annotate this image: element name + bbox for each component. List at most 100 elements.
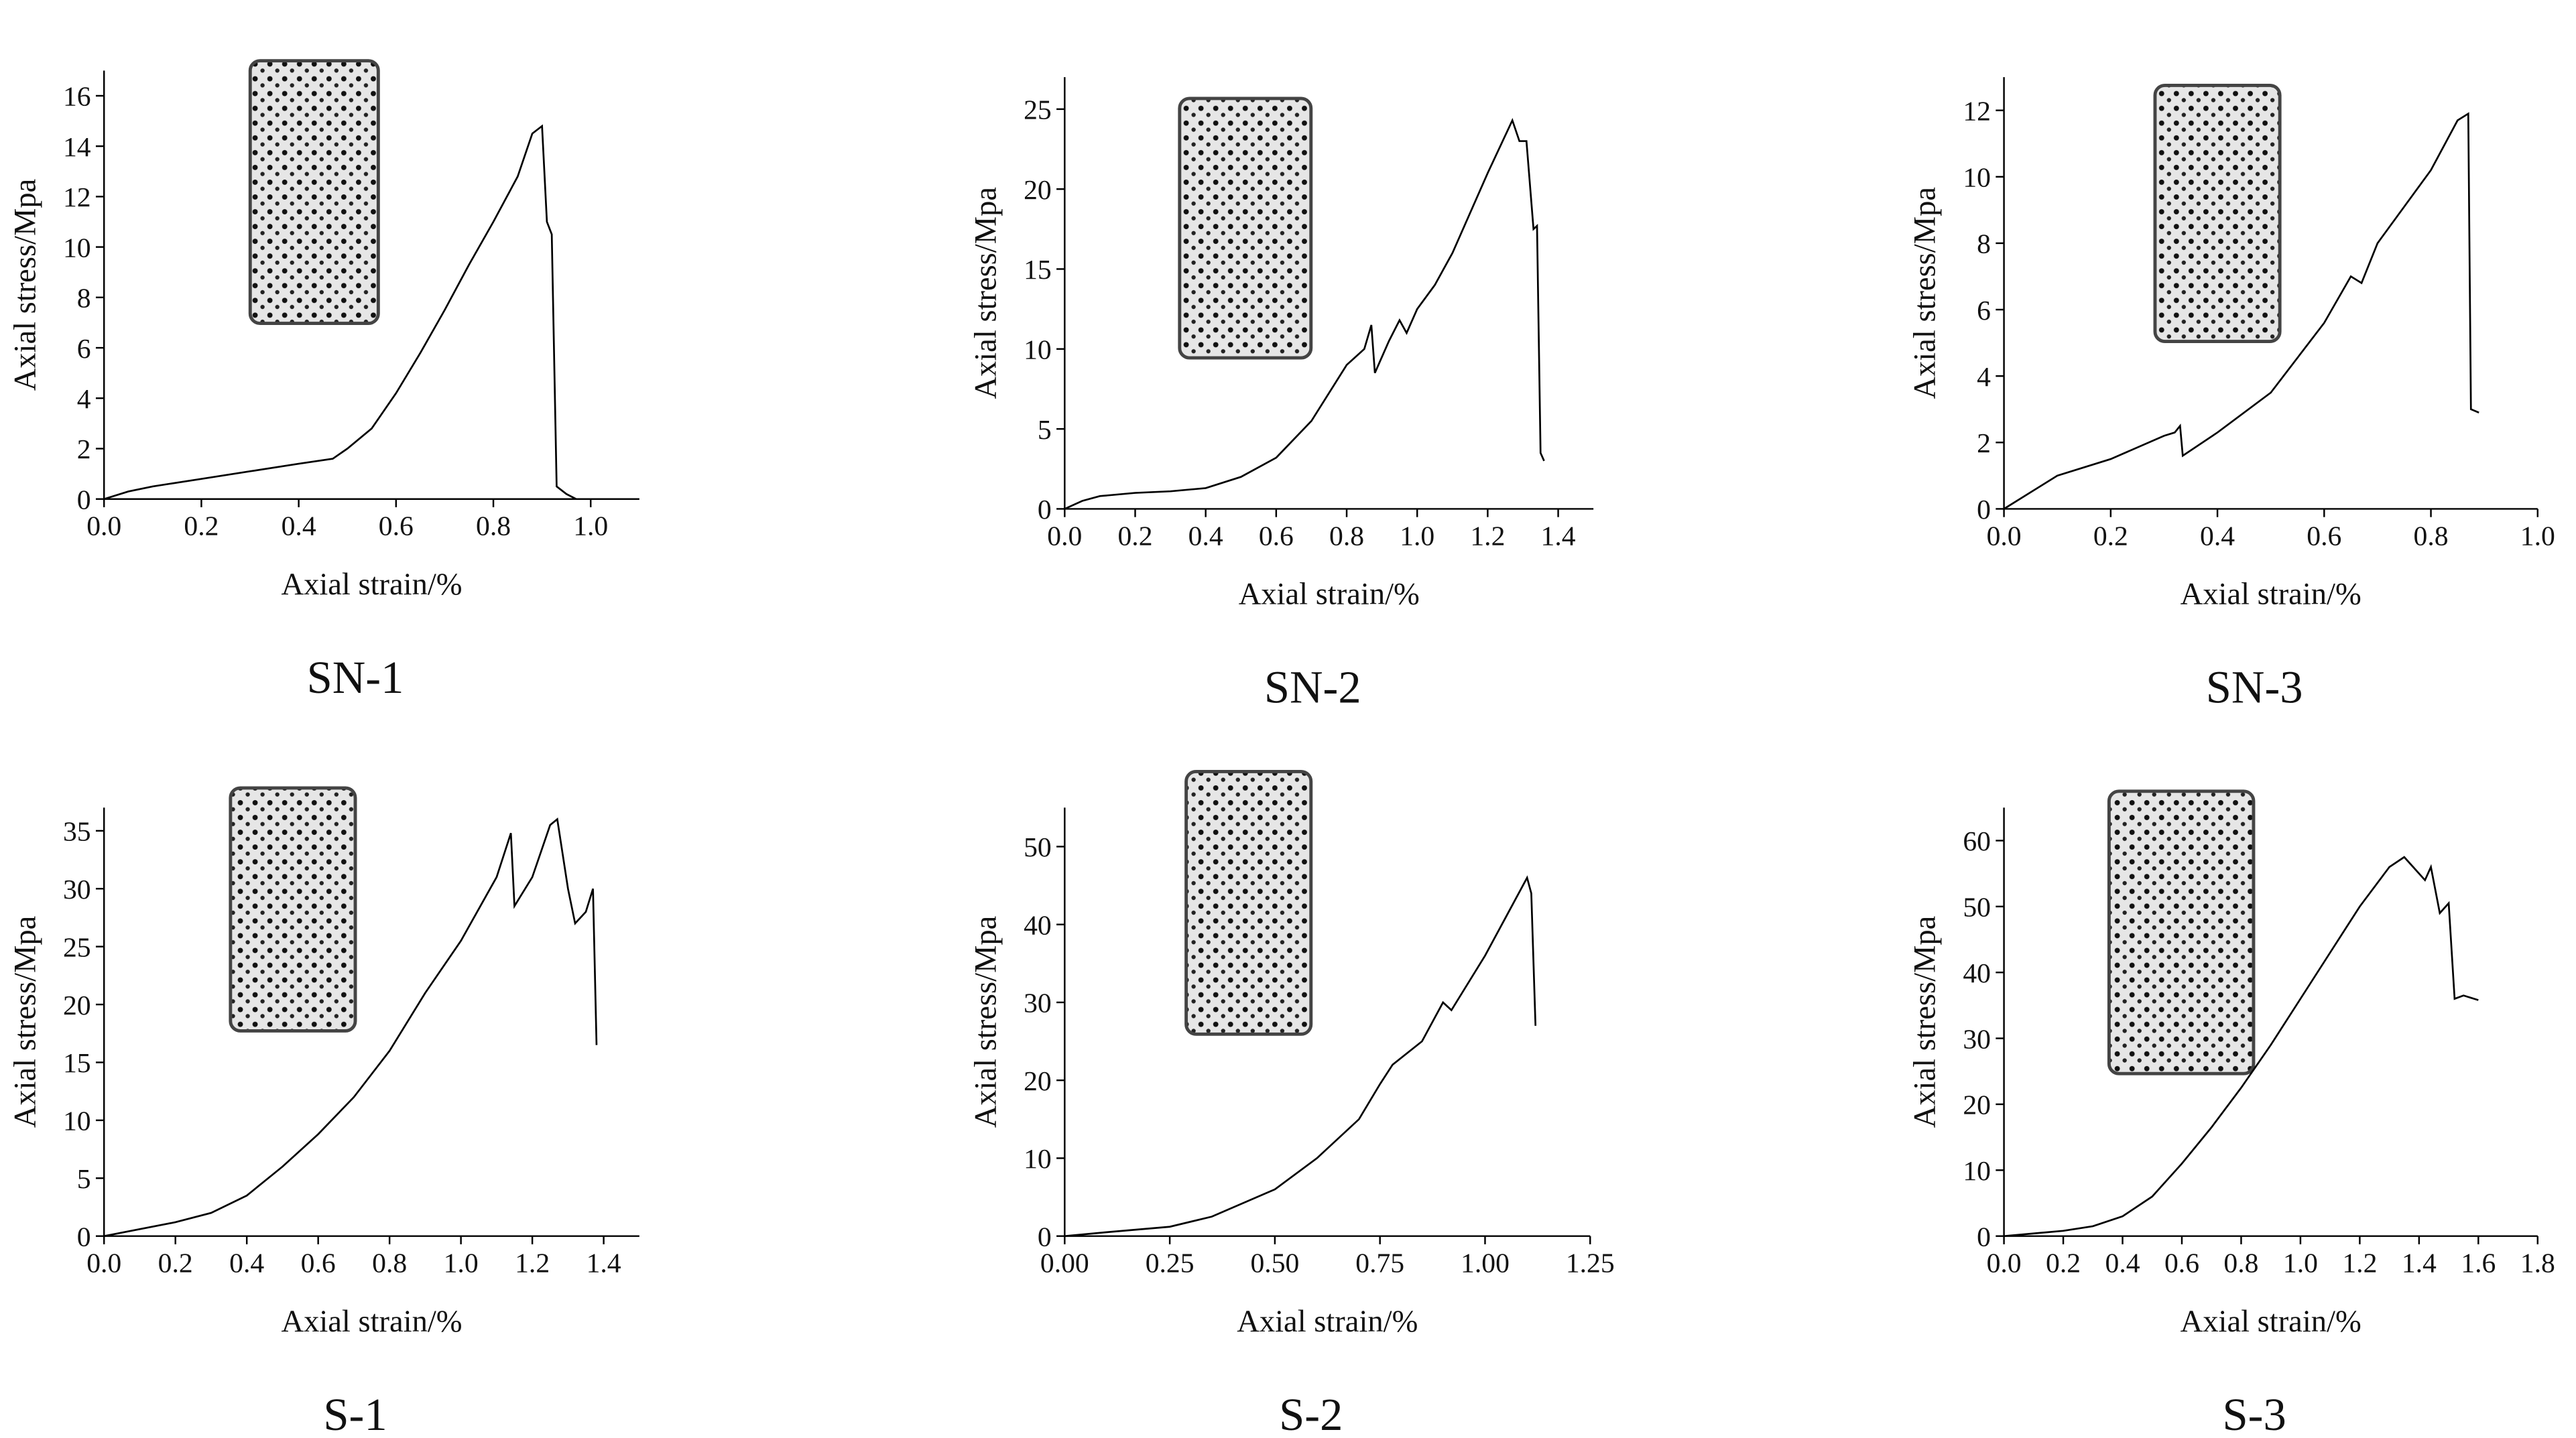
chart-caption: SN-2 <box>1264 662 1361 713</box>
x-tick-label: 0.4 <box>1188 521 1223 551</box>
x-tick-label: 1.2 <box>515 1248 550 1279</box>
x-tick-label: 1.0 <box>2520 521 2555 551</box>
chart-caption: S-3 <box>2223 1389 2286 1438</box>
stress-strain-line <box>1064 117 1545 510</box>
x-tick-label: 1.0 <box>2283 1248 2318 1279</box>
y-tick-label: 35 <box>63 817 91 848</box>
x-tick-label: 1.25 <box>1566 1248 1615 1279</box>
x-tick-label: 0.4 <box>2105 1248 2140 1279</box>
x-tick-label: 0.2 <box>1117 521 1152 551</box>
chart-caption: S-1 <box>323 1389 387 1438</box>
y-tick-label: 16 <box>63 82 91 113</box>
x-tick-label: 1.2 <box>2342 1248 2377 1279</box>
y-tick-label: 10 <box>1024 335 1052 366</box>
x-tick-label: 0.0 <box>1987 1248 2022 1279</box>
y-tick-label: 10 <box>63 233 91 263</box>
y-tick-label: 6 <box>1977 296 1991 326</box>
chart-caption: SN-3 <box>2206 662 2303 713</box>
x-tick-label: 0.0 <box>86 1248 121 1279</box>
y-tick-label: 15 <box>1024 255 1052 285</box>
y-tick-label: 0 <box>1977 1222 1991 1252</box>
y-tick-label: 0 <box>1977 495 1991 525</box>
x-tick-label: 0.8 <box>2414 521 2449 551</box>
y-tick-label: 0 <box>77 1222 91 1252</box>
y-axis-label: Axial stress/Mpa <box>1908 915 1943 1128</box>
y-tick-label: 4 <box>1977 362 1991 393</box>
stress-strain-line <box>103 818 598 1238</box>
x-axis-label: Axial strain/% <box>2181 578 2362 612</box>
y-tick-label: 60 <box>1963 826 1991 857</box>
y-tick-label: 6 <box>77 334 91 365</box>
x-tick-label: 0.50 <box>1250 1248 1299 1279</box>
y-axis-label: Axial stress/Mpa <box>969 187 1003 399</box>
x-tick-label: 1.4 <box>587 1248 621 1279</box>
x-tick-label: 1.2 <box>1470 521 1505 551</box>
x-tick-label: 0.8 <box>476 511 511 542</box>
y-tick-label: 2 <box>1977 428 1991 459</box>
x-tick-label: 0.2 <box>184 511 219 542</box>
x-tick-label: 0.0 <box>1987 521 2022 551</box>
y-tick-label: 0 <box>1038 1222 1052 1252</box>
stress-strain-line <box>2003 112 2479 510</box>
y-tick-label: 10 <box>1024 1144 1052 1175</box>
x-tick-label: 1.4 <box>1541 521 1576 551</box>
stress-strain-line <box>2004 856 2479 1238</box>
x-tick-label: 0.2 <box>2093 521 2128 551</box>
x-tick-label: 1.0 <box>444 1248 479 1279</box>
chart-caption: SN-1 <box>307 652 404 703</box>
y-tick-label: 30 <box>1963 1024 1991 1055</box>
specimen-photo <box>1184 769 1313 1036</box>
x-axis-label: Axial strain/% <box>1237 1305 1418 1339</box>
x-tick-label: 1.4 <box>2402 1248 2437 1279</box>
x-tick-label: 0.25 <box>1146 1248 1194 1279</box>
y-tick-label: 15 <box>63 1048 91 1079</box>
x-tick-label: 0.6 <box>301 1248 336 1279</box>
y-tick-label: 4 <box>77 384 91 415</box>
specimen-photo <box>248 59 380 326</box>
specimen-photo <box>229 786 357 1033</box>
y-tick-label: 5 <box>1038 415 1052 446</box>
stress-strain-line <box>103 124 577 501</box>
x-tick-label: 1.0 <box>573 511 608 542</box>
x-tick-label: 0.8 <box>2223 1248 2258 1279</box>
x-tick-label: 0.00 <box>1040 1248 1089 1279</box>
y-tick-label: 14 <box>63 132 91 163</box>
x-tick-label: 0.8 <box>372 1248 407 1279</box>
x-axis-label: Axial strain/% <box>281 568 462 602</box>
y-tick-label: 2 <box>77 434 91 465</box>
y-tick-label: 12 <box>63 182 91 213</box>
x-tick-label: 0.4 <box>2200 521 2235 551</box>
y-tick-label: 25 <box>63 932 91 963</box>
x-axis-label: Axial strain/% <box>1239 578 1420 612</box>
x-tick-label: 0.8 <box>1329 521 1364 551</box>
y-tick-label: 20 <box>1024 1066 1052 1097</box>
x-tick-label: 0.4 <box>229 1248 264 1279</box>
specimen-photo <box>2153 83 2282 344</box>
specimen-photo <box>1178 96 1313 360</box>
x-axis-label: Axial strain/% <box>2181 1305 2362 1339</box>
x-tick-label: 1.00 <box>1461 1248 1510 1279</box>
stress-strain-line <box>1064 875 1537 1238</box>
y-tick-label: 5 <box>77 1164 91 1195</box>
y-axis-label: Axial stress/Mpa <box>969 915 1003 1128</box>
y-tick-label: 8 <box>77 283 91 314</box>
x-axis-label: Axial strain/% <box>281 1305 462 1339</box>
x-tick-label: 0.6 <box>379 511 414 542</box>
y-tick-label: 25 <box>1024 95 1052 126</box>
y-tick-label: 8 <box>1977 229 1991 260</box>
y-tick-label: 30 <box>1024 988 1052 1019</box>
x-tick-label: 0.0 <box>86 511 121 542</box>
y-tick-label: 40 <box>1963 958 1991 989</box>
y-tick-label: 20 <box>1024 175 1052 206</box>
y-tick-label: 20 <box>1963 1090 1991 1121</box>
y-tick-label: 0 <box>1038 495 1052 525</box>
y-tick-label: 50 <box>1963 893 1991 923</box>
y-tick-label: 20 <box>63 990 91 1021</box>
specimen-photo <box>2107 789 2256 1075</box>
y-tick-label: 0 <box>77 484 91 515</box>
y-tick-label: 30 <box>63 874 91 905</box>
y-axis-label: Axial stress/Mpa <box>1908 187 1943 399</box>
y-tick-label: 10 <box>1963 163 1991 194</box>
y-tick-label: 40 <box>1024 910 1052 941</box>
